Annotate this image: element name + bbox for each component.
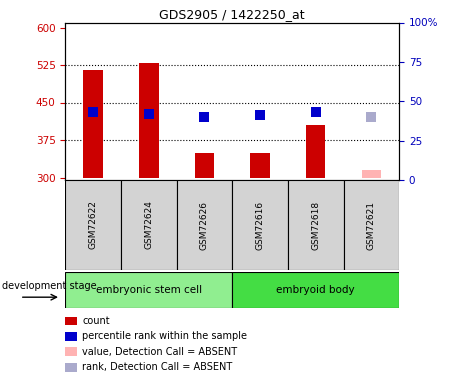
Text: percentile rank within the sample: percentile rank within the sample [82, 332, 247, 341]
Bar [65, 332, 77, 340]
Point [201, 114, 208, 120]
Bar [139, 63, 159, 177]
Text: GSM72621: GSM72621 [367, 201, 376, 249]
Point [257, 112, 264, 118]
Text: GSM72616: GSM72616 [256, 200, 265, 250]
Bar [288, 180, 344, 270]
Text: count: count [82, 316, 110, 326]
Text: embryoid body: embryoid body [276, 285, 355, 295]
Text: embryonic stem cell: embryonic stem cell [96, 285, 202, 295]
Bar [121, 180, 177, 270]
Text: GSM72618: GSM72618 [311, 200, 320, 250]
Bar [362, 170, 381, 177]
Bar [232, 272, 399, 308]
Bar [65, 363, 77, 372]
Bar [83, 70, 103, 177]
Point [90, 109, 97, 115]
Text: rank, Detection Call = ABSENT: rank, Detection Call = ABSENT [82, 362, 232, 372]
Bar [65, 180, 121, 270]
Bar [65, 316, 77, 325]
Bar [306, 125, 326, 177]
Point [368, 114, 375, 120]
Title: GDS2905 / 1422250_at: GDS2905 / 1422250_at [160, 8, 305, 21]
Text: GSM72626: GSM72626 [200, 201, 209, 249]
Text: GSM72624: GSM72624 [144, 201, 153, 249]
Point [312, 109, 319, 115]
Text: development stage: development stage [2, 281, 97, 291]
Text: GSM72622: GSM72622 [89, 201, 98, 249]
Bar [344, 180, 399, 270]
Bar [232, 180, 288, 270]
Bar [177, 180, 232, 270]
Text: value, Detection Call = ABSENT: value, Detection Call = ABSENT [82, 347, 237, 357]
Bar [250, 153, 270, 177]
Bar [65, 272, 232, 308]
Bar [65, 348, 77, 356]
Point [145, 111, 152, 117]
Bar [195, 153, 214, 177]
